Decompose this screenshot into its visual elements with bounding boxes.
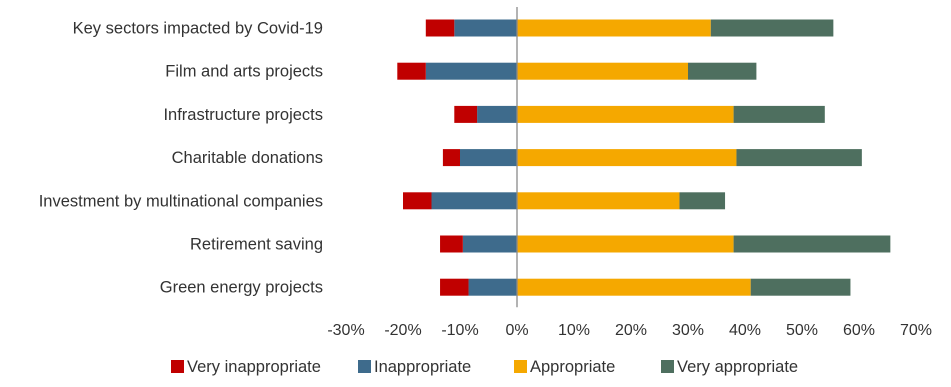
legend-label: Very inappropriate xyxy=(187,358,321,376)
bar-inappropriate xyxy=(454,19,517,37)
x-tick-label: -10% xyxy=(441,322,478,339)
bar-inappropriate xyxy=(425,62,517,80)
bar-appropriate xyxy=(517,62,688,80)
bars-layer xyxy=(397,19,891,296)
bar-very-inappropriate xyxy=(440,278,469,296)
legend-swatch xyxy=(514,360,527,373)
category-label: Charitable donations xyxy=(172,149,323,167)
bar-very-inappropriate xyxy=(440,235,463,253)
bar-inappropriate xyxy=(460,149,517,167)
bar-inappropriate xyxy=(462,235,517,253)
x-axis: -30% -20% -10% 0% 10% 20% 30% 40% 50% 60% 70% xyxy=(327,7,932,339)
bar-appropriate xyxy=(517,105,734,123)
bar-appropriate xyxy=(517,235,734,253)
bar-very-appropriate xyxy=(679,192,726,210)
category-labels: Key sectors impacted by Covid-19 Film and… xyxy=(39,20,323,297)
bar-very-appropriate xyxy=(750,278,851,296)
x-tick-label: -30% xyxy=(327,322,364,339)
bar-very-inappropriate xyxy=(442,149,460,167)
bar-inappropriate xyxy=(431,192,517,210)
x-tick-label: -20% xyxy=(384,322,421,339)
bar-appropriate xyxy=(517,149,737,167)
category-label: Retirement saving xyxy=(190,236,323,254)
legend-swatch xyxy=(661,360,674,373)
legend-label: Inappropriate xyxy=(374,358,471,376)
legend-swatch xyxy=(358,360,371,373)
x-tick-label: 60% xyxy=(843,322,875,339)
x-tick-label: 30% xyxy=(672,322,704,339)
category-label: Green energy projects xyxy=(160,279,323,297)
bar-inappropriate xyxy=(468,278,517,296)
bar-very-appropriate xyxy=(736,149,862,167)
x-tick-label: 50% xyxy=(786,322,818,339)
bar-appropriate xyxy=(517,192,680,210)
x-tick-label: 10% xyxy=(558,322,590,339)
x-tick-label: 20% xyxy=(615,322,647,339)
category-label: Investment by multinational companies xyxy=(39,192,323,210)
legend: Very inappropriate Inappropriate Appropria… xyxy=(171,358,798,376)
bar-very-inappropriate xyxy=(425,19,455,37)
bar-very-appropriate xyxy=(733,235,891,253)
legend-label: Very appropriate xyxy=(677,358,798,376)
bar-very-inappropriate xyxy=(454,105,478,123)
x-tick-label: 70% xyxy=(900,322,932,339)
bar-very-inappropriate xyxy=(397,62,426,80)
bar-appropriate xyxy=(517,278,751,296)
bar-very-appropriate xyxy=(688,62,757,80)
legend-swatch xyxy=(171,360,184,373)
bar-very-appropriate xyxy=(710,19,834,37)
category-label: Key sectors impacted by Covid-19 xyxy=(73,20,323,38)
x-tick-label: 40% xyxy=(729,322,761,339)
category-label: Infrastructure projects xyxy=(163,106,323,124)
legend-label: Appropriate xyxy=(530,358,615,376)
bar-appropriate xyxy=(517,19,711,37)
bar-very-inappropriate xyxy=(403,192,432,210)
bar-inappropriate xyxy=(477,105,517,123)
bar-very-appropriate xyxy=(733,105,825,123)
x-tick-label: 0% xyxy=(505,322,528,339)
category-label: Film and arts projects xyxy=(165,63,323,81)
